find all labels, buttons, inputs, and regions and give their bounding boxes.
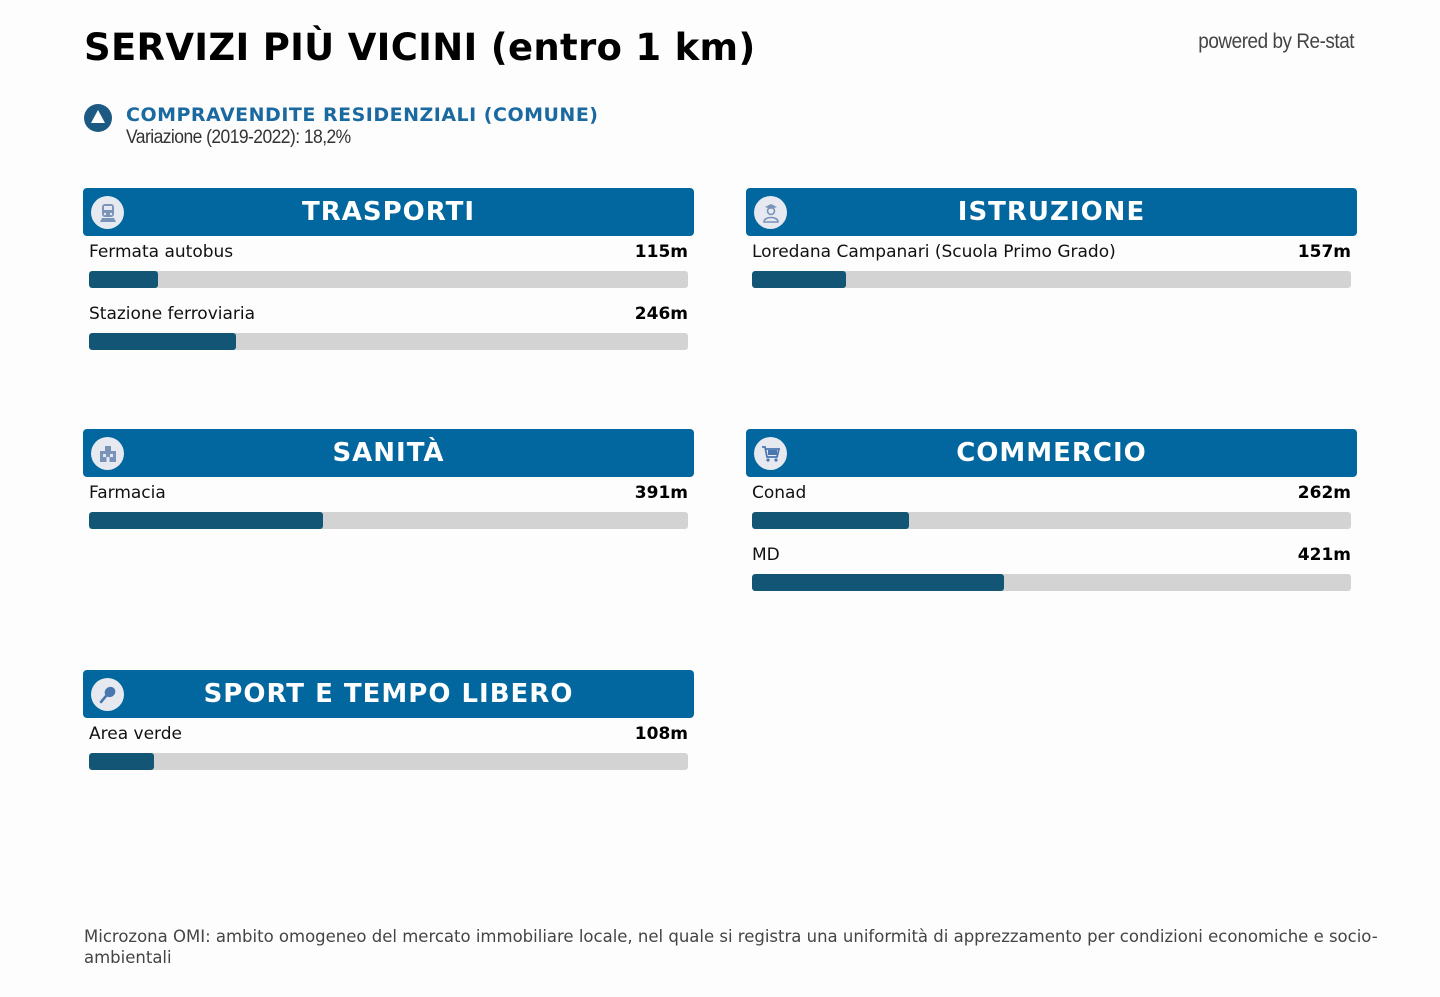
section-title: TRASPORTI: [301, 197, 476, 227]
item-distance: 391m: [634, 483, 688, 503]
list-item: MD 421m: [746, 539, 1357, 601]
kpi-subtitle: Variazione (2019-2022): 18,2%: [126, 127, 351, 148]
hospital-icon: [91, 437, 124, 470]
distance-bar: [89, 753, 688, 770]
distance-bar-fill: [89, 512, 324, 529]
list-item: Loredana Campanari (Scuola Primo Grado) 1…: [746, 236, 1357, 298]
distance-bar: [89, 271, 688, 288]
shopping-cart-icon: [754, 437, 787, 470]
page-title: SERVIZI PIÙ VICINI (entro 1 km): [84, 26, 756, 69]
section-trasporti: TRASPORTI Fermata autobus 115m Stazione f…: [83, 188, 694, 360]
section-title: SANITÀ: [332, 438, 445, 468]
list-item: Stazione ferroviaria 246m: [83, 298, 694, 360]
distance-bar-fill: [752, 574, 1005, 591]
distance-bar: [752, 512, 1351, 529]
kpi-block: COMPRAVENDITE RESIDENZIALI (COMUNE) Vari…: [84, 103, 599, 149]
distance-bar-fill: [89, 333, 237, 350]
list-item: Fermata autobus 115m: [83, 236, 694, 298]
item-name: Loredana Campanari (Scuola Primo Grado): [752, 242, 1116, 262]
student-icon: [754, 196, 787, 229]
item-distance: 246m: [634, 304, 688, 324]
distance-bar-fill: [89, 271, 158, 288]
section-header: COMMERCIO: [746, 429, 1357, 477]
train-icon: [91, 196, 124, 229]
item-distance: 262m: [1297, 483, 1351, 503]
powered-by-label: powered by Re-stat: [1198, 30, 1354, 53]
kpi-title: COMPRAVENDITE RESIDENZIALI (COMUNE): [126, 104, 599, 126]
list-item: Area verde 108m: [83, 718, 694, 780]
section-sport: SPORT E TEMPO LIBERO Area verde 108m: [83, 670, 694, 780]
distance-bar-fill: [89, 753, 154, 770]
item-name: Conad: [752, 483, 807, 503]
distance-bar: [752, 271, 1351, 288]
section-header: SANITÀ: [83, 429, 694, 477]
section-title: COMMERCIO: [956, 438, 1147, 468]
item-name: Farmacia: [89, 483, 166, 503]
distance-bar: [89, 333, 688, 350]
triangle-up-icon: [84, 104, 112, 132]
item-name: Stazione ferroviaria: [89, 304, 256, 324]
footer-note: Microzona OMI: ambito omogeneo del merca…: [84, 927, 1378, 967]
section-title: ISTRUZIONE: [957, 197, 1146, 227]
section-title: SPORT E TEMPO LIBERO: [203, 679, 574, 709]
section-commercio: COMMERCIO Conad 262m MD 421m: [746, 429, 1357, 601]
tennis-racket-icon: [91, 678, 124, 711]
distance-bar-fill: [752, 512, 909, 529]
distance-bar-fill: [752, 271, 847, 288]
list-item: Conad 262m: [746, 477, 1357, 539]
item-name: Area verde: [89, 724, 182, 744]
item-name: MD: [752, 545, 780, 565]
distance-bar: [752, 574, 1351, 591]
item-distance: 421m: [1297, 545, 1351, 565]
item-distance: 115m: [634, 242, 688, 262]
section-header: SPORT E TEMPO LIBERO: [83, 670, 694, 718]
item-name: Fermata autobus: [89, 242, 234, 262]
item-distance: 157m: [1297, 242, 1351, 262]
section-istruzione: ISTRUZIONE Loredana Campanari (Scuola Pr…: [746, 188, 1357, 298]
section-sanita: SANITÀ Farmacia 391m: [83, 429, 694, 539]
item-distance: 108m: [634, 724, 688, 744]
section-header: ISTRUZIONE: [746, 188, 1357, 236]
list-item: Farmacia 391m: [83, 477, 694, 539]
section-header: TRASPORTI: [83, 188, 694, 236]
distance-bar: [89, 512, 688, 529]
